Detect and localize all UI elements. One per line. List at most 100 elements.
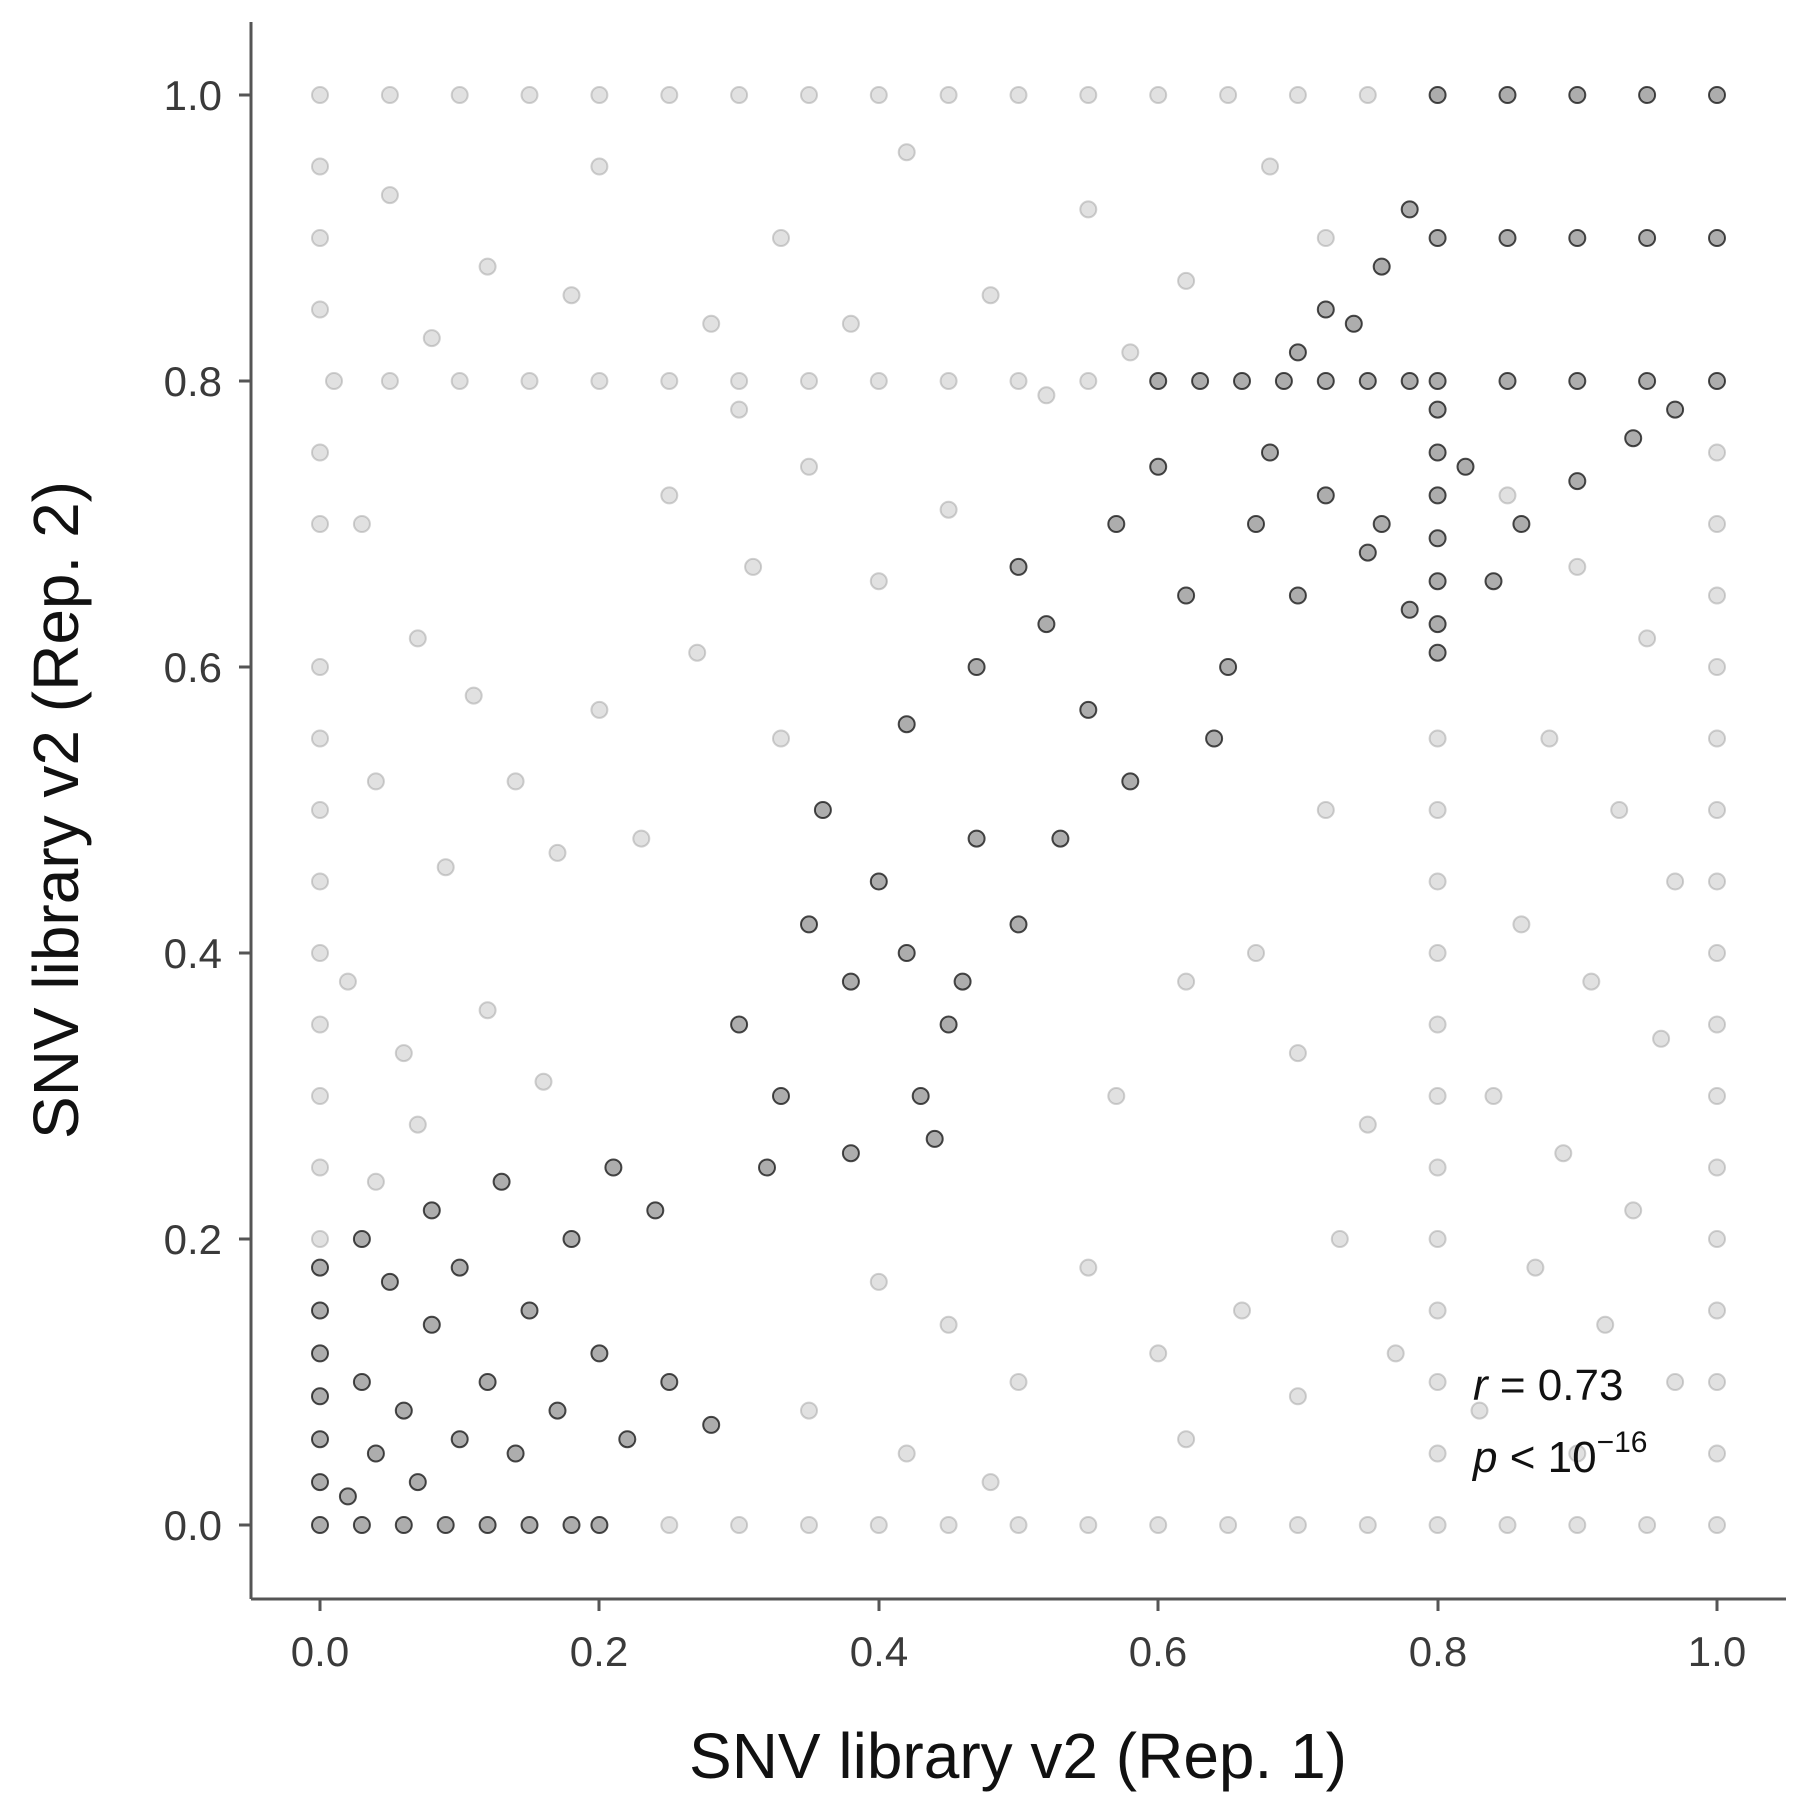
scatter-point (311, 1430, 329, 1449)
scatter-point (311, 658, 329, 676)
scatter-point (1708, 229, 1726, 247)
scatter-point (1428, 372, 1447, 390)
series-gray-points (311, 86, 1726, 1534)
scatter-point (506, 772, 525, 791)
scatter-point (1149, 457, 1168, 476)
scatter-point (1316, 372, 1335, 390)
scatter-point (869, 86, 888, 104)
scatter-point (1708, 658, 1726, 676)
scatter-point (1177, 972, 1196, 991)
scatter-point (1121, 343, 1140, 362)
scatter-point (800, 372, 818, 390)
scatter-point (632, 829, 651, 848)
scatter-point (1288, 343, 1307, 362)
scatter-point (1358, 543, 1377, 562)
scatter-point (758, 1158, 776, 1177)
scatter-point (1652, 1029, 1671, 1048)
y-tick-label: 0.6 (164, 644, 222, 691)
scatter-point (604, 1158, 623, 1177)
scatter-point (366, 1444, 385, 1463)
scatter-point (800, 915, 818, 934)
scatter-point (1638, 372, 1657, 390)
scatter-point (1456, 457, 1475, 476)
scatter-point (1386, 1344, 1405, 1363)
scatter-point (1274, 372, 1293, 390)
scatter-point (311, 86, 329, 104)
scatter-point (953, 972, 972, 991)
scatter-point (590, 1516, 609, 1534)
scatter-point (1708, 1444, 1726, 1463)
scatter-point (1428, 643, 1447, 662)
scatter-point (1428, 486, 1447, 505)
scatter-point (352, 515, 371, 533)
scatter-point (1470, 1401, 1489, 1420)
scatter-point (730, 400, 749, 419)
scatter-point (1568, 472, 1587, 491)
scatter-point (394, 1401, 413, 1420)
scatter-point (1428, 400, 1447, 419)
scatter-point (352, 1516, 371, 1534)
scatter-point (380, 1272, 399, 1291)
scatter-point (1288, 86, 1307, 104)
scatter-point (548, 1401, 567, 1420)
scatter-point (338, 972, 357, 991)
scatter-point (325, 372, 343, 390)
scatter-point (1526, 1258, 1545, 1277)
scatter-point (1288, 1387, 1307, 1406)
scatter-point (1428, 529, 1447, 548)
scatter-point (1428, 729, 1447, 748)
scatter-point (1177, 271, 1196, 290)
scatter-point (660, 1516, 679, 1534)
scatter-point (1428, 872, 1447, 891)
scatter-point (311, 515, 329, 533)
scatter-point (1009, 915, 1028, 934)
scatter-point (1177, 1430, 1196, 1449)
scatter-point (1708, 729, 1726, 748)
scatter-point (1610, 801, 1629, 819)
scatter-point (981, 286, 1000, 305)
scatter-point (311, 1158, 329, 1177)
scatter-point (1107, 515, 1126, 533)
scatter-point (352, 1373, 371, 1391)
scatter-point (1358, 1115, 1377, 1134)
p-value: < 10 (1497, 1433, 1596, 1482)
scatter-point (520, 372, 539, 390)
scatter-point (1708, 372, 1726, 390)
series-black-points (311, 86, 1726, 1534)
x-axis-ticks: 0.0 0.2 0.4 0.6 0.8 1.0 (291, 1599, 1746, 1675)
p-annotation: p < 10−16 (1471, 1426, 1647, 1482)
scatter-point (1233, 1301, 1251, 1320)
scatter-point (1037, 386, 1056, 405)
scatter-point (1708, 1516, 1726, 1534)
scatter-point (1638, 229, 1657, 247)
scatter-point (772, 1087, 790, 1105)
scatter-point (730, 1516, 749, 1534)
scatter-point (548, 843, 567, 862)
scatter-point (492, 1172, 511, 1191)
p-symbol: p (1471, 1433, 1497, 1482)
scatter-point (841, 1144, 860, 1163)
scatter-point (1233, 372, 1251, 390)
scatter-point (897, 143, 916, 162)
scatter-point (1498, 1516, 1517, 1534)
scatter-point (1428, 1301, 1447, 1320)
scatter-point (562, 1516, 581, 1534)
scatter-point (772, 729, 790, 748)
scatter-point (660, 486, 679, 505)
scatter-point (1624, 429, 1643, 448)
scatter-point (1316, 229, 1335, 247)
scatter-point (1288, 586, 1307, 605)
scatter-point (394, 1516, 413, 1534)
scatter-point (869, 1272, 888, 1291)
scatter-point (1428, 1015, 1447, 1034)
correlation-annotation: r = 0.73 p < 10−16 (1471, 1361, 1647, 1482)
scatter-point (1428, 86, 1447, 104)
scatter-point (744, 557, 763, 576)
scatter-point (1428, 1230, 1447, 1248)
scatter-point (380, 372, 399, 390)
scatter-point (1079, 86, 1098, 104)
scatter-point (311, 729, 329, 748)
scatter-point (366, 772, 385, 791)
scatter-point (925, 1129, 944, 1148)
scatter-point (1708, 515, 1726, 533)
